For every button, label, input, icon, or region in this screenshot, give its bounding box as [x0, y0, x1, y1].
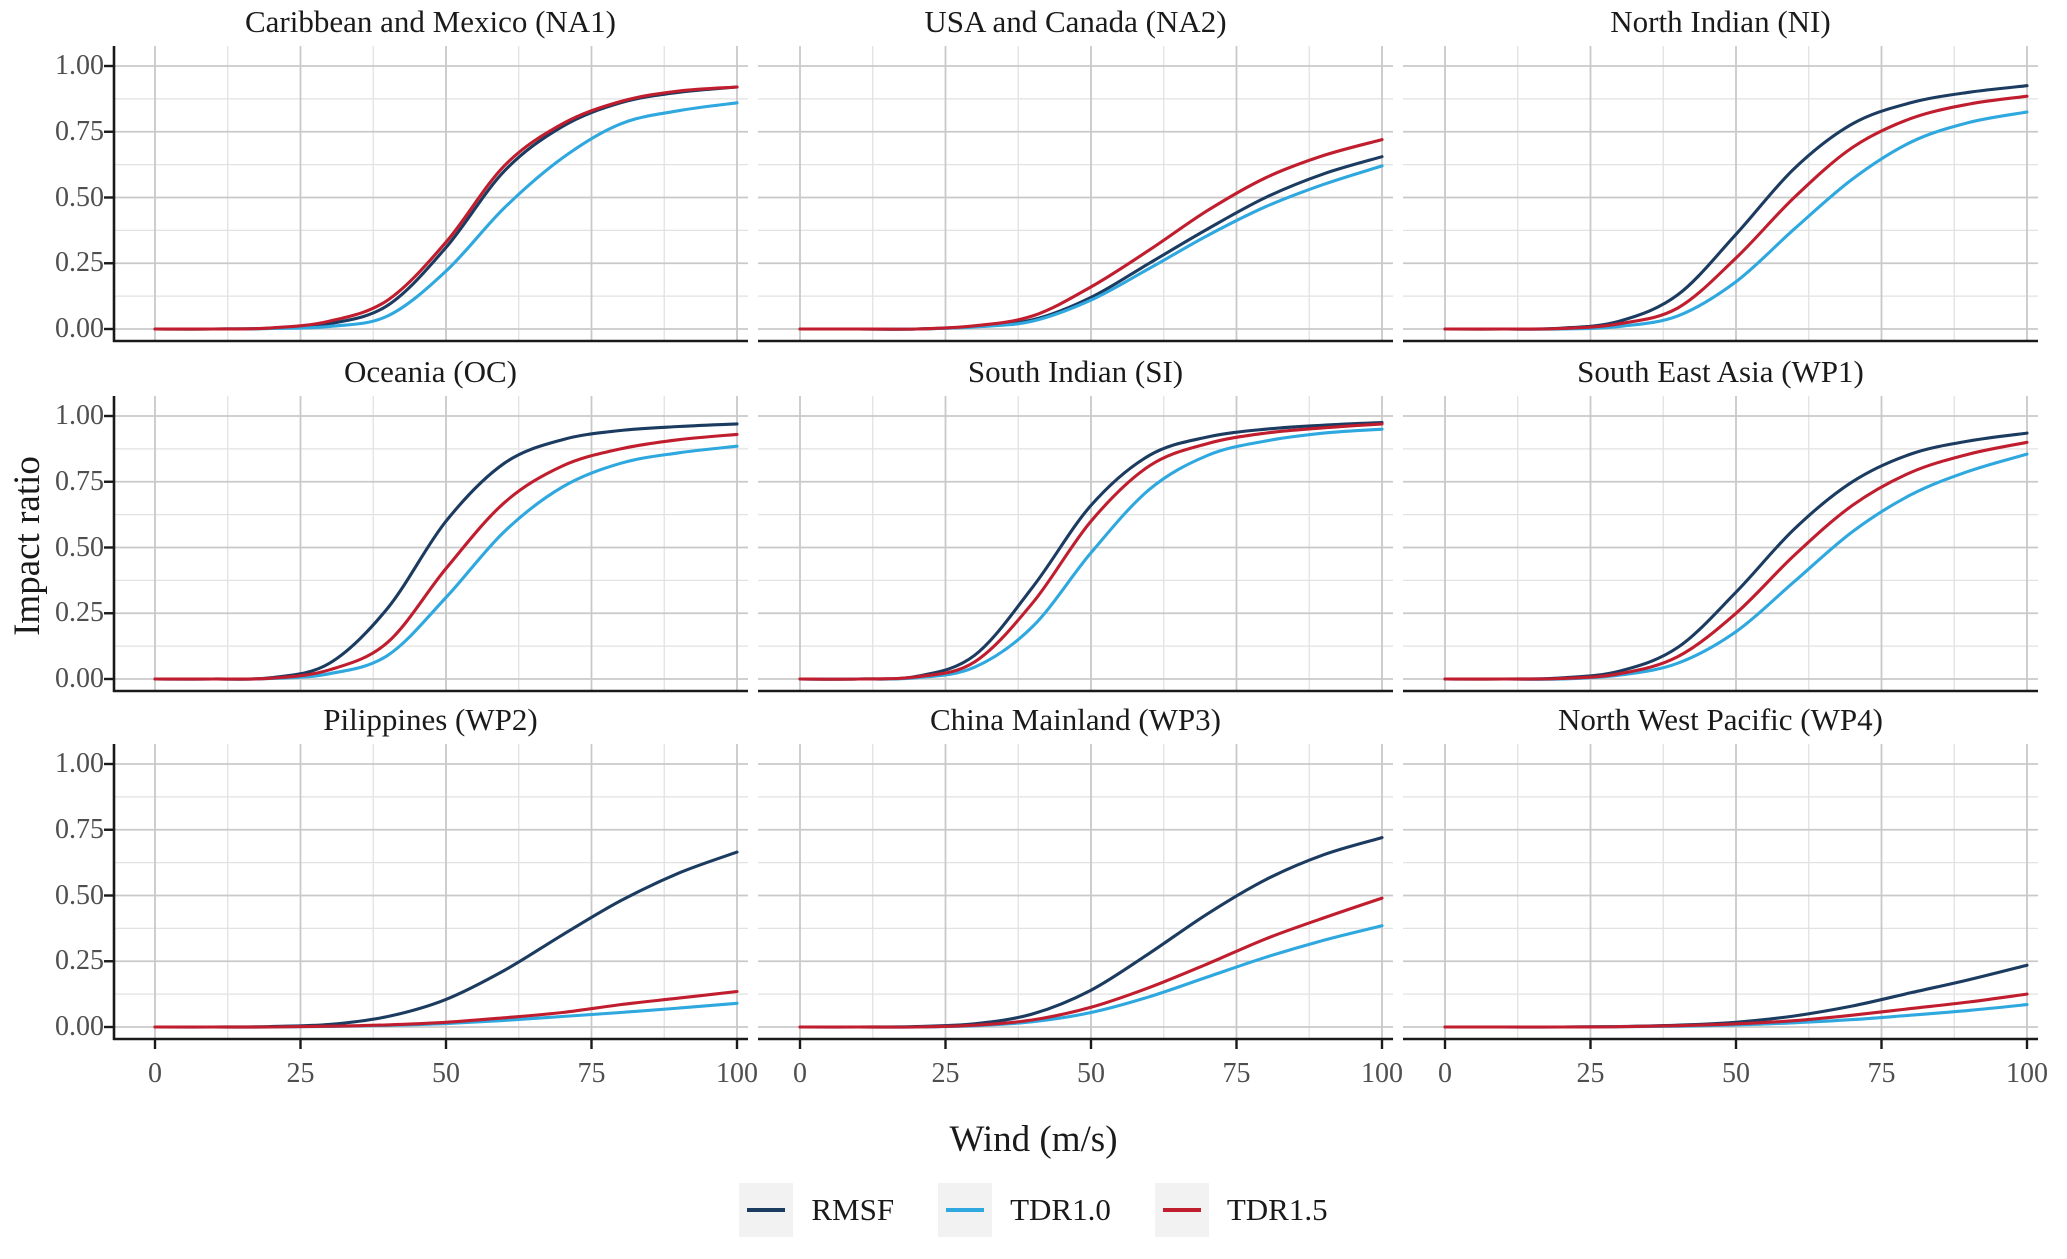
plot-area — [104, 46, 748, 343]
facet-panel-wp1 — [1403, 396, 2038, 693]
x-tick-label: 100 — [1361, 1058, 1403, 1089]
tdr10-line-swatch-icon — [946, 1208, 985, 1212]
tdr15-line-swatch-icon — [1162, 1208, 1201, 1212]
legend-item-tdr15: TDR1.5 — [1154, 1183, 1328, 1237]
plot-area — [104, 744, 748, 1049]
series-line-tdr1.5 — [153, 85, 739, 331]
x-tick-label: 100 — [716, 1058, 758, 1089]
legend-item-tdr10: TDR1.0 — [938, 1183, 1111, 1237]
x-axis-title: Wind (m/s) — [949, 1119, 1118, 1160]
y-tick-label: 1.00 — [55, 748, 104, 779]
facet-panel-wp3 — [758, 744, 1393, 1049]
facet-panel-ni — [1403, 46, 2038, 343]
facet-title: North Indian (NI) — [1610, 4, 1831, 39]
y-tick-label: 0.25 — [55, 247, 104, 279]
x-tick-label: 0 — [793, 1058, 807, 1089]
series-line-tdr1.5 — [798, 138, 1384, 331]
facet-title: South Indian (SI) — [967, 354, 1184, 389]
y-tick-label: 0.75 — [55, 813, 104, 845]
y-tick-label: 0.75 — [55, 115, 104, 147]
x-tick-label: 25 — [286, 1058, 315, 1089]
series-line-tdr1.5 — [798, 422, 1384, 681]
y-tick-label: 0.50 — [55, 181, 104, 213]
y-tick-label: 0.25 — [55, 597, 104, 629]
legend-key — [1154, 1183, 1209, 1237]
facet-title: Oceania (OC) — [344, 354, 517, 389]
x-tick-label: 0 — [148, 1058, 162, 1089]
x-tick-label: 0 — [1438, 1058, 1452, 1089]
x-tick-label: 25 — [931, 1058, 960, 1089]
series-line-tdr1.5 — [1443, 992, 2029, 1029]
series-line-tdr1.5 — [1443, 94, 2029, 331]
series-line-tdr1.5 — [153, 432, 739, 681]
y-tick-label: 0.25 — [55, 945, 104, 977]
rmsf-line-swatch-icon — [747, 1208, 786, 1212]
x-tick-label: 100 — [2006, 1058, 2048, 1089]
facet-panel-na2 — [758, 46, 1393, 343]
plot-area — [758, 744, 1393, 1049]
y-tick-label: 0.00 — [55, 663, 104, 694]
facet-panel-wp4 — [1403, 744, 2038, 1049]
facet-panel-na1 — [104, 46, 748, 343]
facet-title: South East Asia (WP1) — [1577, 354, 1864, 389]
plot-area — [758, 46, 1393, 343]
plot-area — [1403, 744, 2038, 1049]
y-tick-label: 0.00 — [55, 313, 104, 344]
y-tick-label: 0.50 — [55, 879, 104, 911]
x-tick-label: 50 — [432, 1058, 460, 1089]
legend: RMSF TDR1.0 TDR1.5 — [0, 1180, 2067, 1240]
legend-label: RMSF — [811, 1192, 895, 1227]
y-tick-label: 0.50 — [55, 531, 104, 563]
facet-panel-oc — [104, 396, 748, 693]
plot-area — [758, 396, 1393, 693]
y-tick-label: 0.00 — [55, 1011, 104, 1042]
plot-area — [1403, 46, 2038, 343]
facet-panel-si — [758, 396, 1393, 693]
facet-title: Caribbean and Mexico (NA1) — [244, 4, 617, 39]
series-line-tdr1.5 — [1443, 440, 2029, 681]
x-tick-label: 75 — [577, 1058, 606, 1089]
y-tick-label: 0.75 — [55, 465, 104, 497]
legend-item-rmsf: RMSF — [739, 1183, 894, 1237]
plot-area — [104, 396, 748, 693]
facet-panel-wp2 — [104, 744, 748, 1049]
y-tick-label: 1.00 — [55, 50, 104, 81]
legend-label: TDR1.0 — [1010, 1192, 1111, 1227]
facet-title: Pilippines (WP2) — [323, 702, 538, 737]
x-tick-label: 25 — [1576, 1058, 1605, 1089]
series-line-tdr1.5 — [798, 896, 1384, 1029]
legend-label: TDR1.5 — [1226, 1192, 1328, 1227]
facet-title: China Mainland (WP3) — [929, 702, 1221, 737]
x-tick-label: 50 — [1077, 1058, 1105, 1089]
legend-key — [739, 1183, 794, 1237]
facet-title: USA and Canada (NA2) — [924, 4, 1227, 39]
x-tick-label: 75 — [1867, 1058, 1896, 1089]
legend-key — [938, 1183, 993, 1237]
facet-title: North West Pacific (WP4) — [1558, 702, 1883, 737]
series-line-tdr1.5 — [153, 989, 739, 1029]
plot-area — [1403, 396, 2038, 693]
y-tick-label: 1.00 — [55, 400, 104, 431]
x-tick-label: 50 — [1722, 1058, 1750, 1089]
x-tick-label: 75 — [1222, 1058, 1251, 1089]
